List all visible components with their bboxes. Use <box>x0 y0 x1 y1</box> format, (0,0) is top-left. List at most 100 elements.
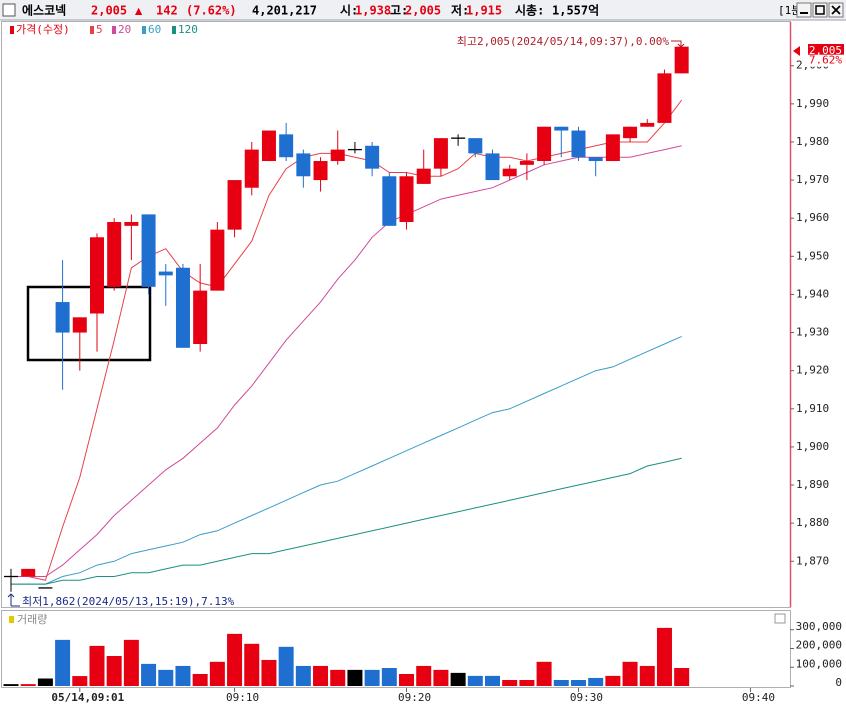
candle-body <box>227 180 242 230</box>
candle-body <box>244 149 259 188</box>
low: 1,915 <box>466 4 502 18</box>
last-price-tag <box>808 44 844 58</box>
price: 2,005 <box>91 4 127 18</box>
volume-bar <box>622 661 638 686</box>
y-tick-label: 1,900 <box>796 440 829 453</box>
volume-bar <box>72 676 88 686</box>
volume-bar <box>399 674 415 686</box>
y-tick-label: 1,950 <box>796 249 829 262</box>
candle <box>227 180 242 238</box>
candle <box>89 233 104 352</box>
low-note-arrow <box>7 593 20 607</box>
volume-bar <box>588 677 604 686</box>
candle-body <box>210 229 225 291</box>
y-tick-label: 1,990 <box>796 97 829 110</box>
candle <box>21 568 36 577</box>
y-tick-label: 1,930 <box>796 326 829 339</box>
open-label: 시: <box>340 4 358 18</box>
y-tick-label: 1,880 <box>796 516 829 529</box>
volume-bar <box>467 675 483 686</box>
legend-label: 120 <box>178 23 198 36</box>
legend-marker <box>90 26 94 34</box>
candle <box>537 126 552 165</box>
change-rate: (7.62%) <box>186 4 237 18</box>
ma-line <box>11 335 682 585</box>
candle <box>571 126 586 162</box>
drawn-box <box>26 285 152 362</box>
candle <box>365 141 380 177</box>
candle <box>261 130 276 162</box>
candle-body <box>468 138 483 154</box>
low-label: 저: <box>451 3 469 18</box>
change: 142 <box>156 4 178 18</box>
y-tick-label: 1,890 <box>796 478 829 491</box>
high-note: 최고2,005(2024/05/14,09:37),0.00% <box>457 35 670 48</box>
ma-line <box>11 99 683 581</box>
candle <box>416 149 431 184</box>
candle-body <box>279 134 294 158</box>
candle-body <box>21 568 36 577</box>
candle-body <box>502 168 517 177</box>
volume-bar <box>37 678 53 686</box>
volume-bar <box>519 680 535 686</box>
stock-name: 에스코넥 <box>22 3 66 18</box>
volume-bar <box>330 669 346 686</box>
candle-body <box>261 130 276 162</box>
volume-bar <box>605 675 621 686</box>
candle-body <box>485 153 500 181</box>
y-tick-label: 1,940 <box>796 287 829 300</box>
candle <box>141 214 156 295</box>
candle-body <box>588 157 603 162</box>
x-tick-label: 09:40 <box>742 691 775 704</box>
volume-bar <box>639 665 655 686</box>
candle <box>175 263 190 348</box>
volume-bar <box>450 672 466 686</box>
candle-body <box>124 222 139 226</box>
volume-bar <box>553 680 569 686</box>
volume-bar <box>433 669 449 686</box>
volume-bar <box>381 668 397 686</box>
header-checkbox[interactable] <box>2 3 16 17</box>
minimize-button[interactable] <box>796 2 812 18</box>
volume-bar <box>570 680 586 686</box>
last-change: 7.62% <box>809 54 842 67</box>
candle <box>330 130 345 165</box>
x-tick-label: 05/14,09:01 <box>51 691 124 704</box>
header-bar <box>0 0 846 20</box>
panel-close-button[interactable] <box>774 613 786 624</box>
volume-title: 거래량 <box>17 613 47 626</box>
volume-legend-marker <box>9 616 14 623</box>
candle-body <box>107 222 122 287</box>
candle-body <box>72 317 87 333</box>
candle <box>451 134 466 146</box>
legend-label: 60 <box>148 23 161 36</box>
high-label: 고: <box>390 4 408 18</box>
candle-body <box>158 271 173 276</box>
y-tick-label: 1,960 <box>796 211 829 224</box>
candle <box>382 172 397 226</box>
legend-marker <box>142 26 146 34</box>
candle <box>347 141 362 154</box>
candle-body <box>623 126 638 139</box>
candle-body <box>193 290 208 344</box>
candle-body <box>175 267 190 348</box>
volume-y-tick-label: 200,000 <box>796 639 842 652</box>
candle <box>554 126 569 158</box>
maximize-button[interactable] <box>812 2 828 18</box>
candle-body <box>657 73 672 123</box>
volume-y-tick-label: 100,000 <box>796 657 842 670</box>
candle-body <box>141 214 156 287</box>
legend-label: 5 <box>96 23 103 36</box>
candle-body <box>330 149 345 162</box>
y-tick-label: 1,920 <box>796 364 829 377</box>
legend-label: 20 <box>118 23 131 36</box>
ma-line <box>11 457 682 585</box>
candle <box>4 568 19 592</box>
window-buttons <box>796 2 844 18</box>
candle-body <box>519 161 534 165</box>
candle <box>158 263 173 306</box>
candle <box>674 46 689 74</box>
candle <box>605 134 620 162</box>
volume-bar <box>416 665 432 686</box>
candle <box>640 119 655 127</box>
